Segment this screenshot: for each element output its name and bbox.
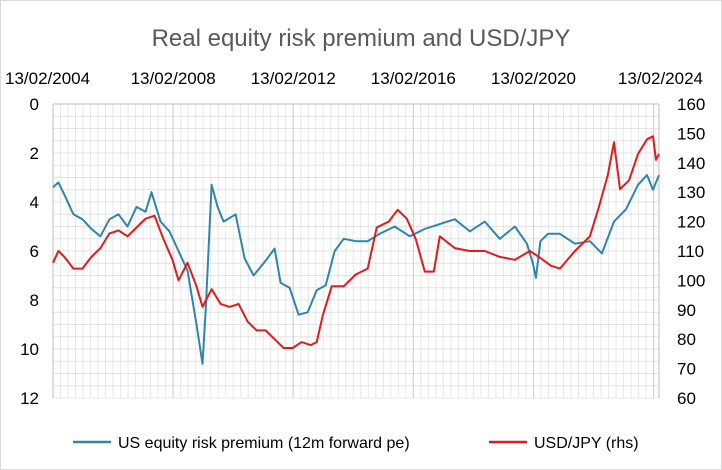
y-right-tick-label: 150 <box>677 124 705 143</box>
x-tick-label: 13/02/2016 <box>371 69 456 88</box>
y-right-tick-label: 160 <box>677 95 705 114</box>
legend-label-equity-risk-premium: US equity risk premium (12m forward pe) <box>118 435 410 452</box>
legend: US equity risk premium (12m forward pe) … <box>73 435 639 452</box>
y-left-tick-label: 8 <box>30 291 39 310</box>
x-tick-label: 13/02/2004 <box>5 69 90 88</box>
y-left-tick-label: 4 <box>30 193 39 212</box>
grid-layer <box>52 103 659 399</box>
series-line-equity-risk-premium <box>52 174 660 365</box>
y-right-tick-label: 70 <box>677 360 696 379</box>
y-right-tick-label: 140 <box>677 154 705 173</box>
series-layer <box>52 135 660 365</box>
y-right-tick-label: 60 <box>677 389 696 408</box>
y-right-tick-label: 100 <box>677 271 705 290</box>
y-right-tick-label: 90 <box>677 301 696 320</box>
chart-title: Real equity risk premium and USD/JPY <box>152 25 571 52</box>
x-tick-label: 13/02/2012 <box>251 69 336 88</box>
y-left-tick-label: 10 <box>20 340 39 359</box>
y-right-tick-label: 130 <box>677 183 705 202</box>
y-left-tick-label: 12 <box>20 389 39 408</box>
axis-layer: 13/02/2004 13/02/2008 13/02/2012 13/02/2016… <box>5 69 705 408</box>
legend-label-usdjpy: USD/JPY (rhs) <box>534 435 639 452</box>
series-line-usdjpy <box>52 135 660 349</box>
y-right-tick-label: 80 <box>677 330 696 349</box>
y-left-tick-label: 6 <box>30 242 39 261</box>
x-tick-label: 13/02/2024 <box>618 69 703 88</box>
x-tick-label: 13/02/2020 <box>491 69 576 88</box>
y-right-tick-label: 110 <box>677 242 704 261</box>
x-tick-label: 13/02/2008 <box>131 69 216 88</box>
y-left-tick-label: 0 <box>30 95 39 114</box>
y-left-tick-label: 2 <box>30 144 39 163</box>
y-right-tick-label: 120 <box>677 213 705 232</box>
